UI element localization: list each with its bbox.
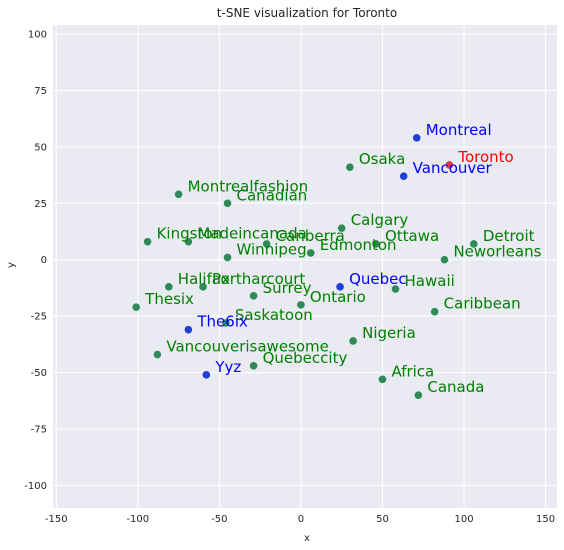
data-point xyxy=(184,325,193,334)
data-point xyxy=(378,375,387,384)
point-label: Yyz xyxy=(214,358,241,376)
data-point xyxy=(223,253,232,262)
point-label: Surrey xyxy=(263,279,312,297)
point-label: Quebec xyxy=(349,270,407,288)
data-point xyxy=(412,134,421,142)
data-point xyxy=(399,172,408,181)
data-point xyxy=(184,237,193,246)
point-label: The6ix xyxy=(196,313,248,331)
y-tick-label: 75 xyxy=(34,86,47,97)
point-label: Madeincanada xyxy=(197,225,306,243)
point-label: Halifax xyxy=(178,270,230,288)
chart-title: t-SNE visualization for Toronto xyxy=(217,6,397,20)
data-point xyxy=(372,240,380,248)
point-label: Montreal xyxy=(426,121,492,139)
data-point xyxy=(430,307,439,316)
point-label: Ottawa xyxy=(385,227,439,245)
x-axis-label: x xyxy=(304,533,310,544)
point-label: Nigeria xyxy=(362,324,416,342)
data-point xyxy=(445,161,454,169)
data-point xyxy=(262,240,271,248)
data-point xyxy=(223,199,232,208)
x-tick-label: -100 xyxy=(126,514,149,525)
data-point xyxy=(202,371,211,379)
y-tick-label: -75 xyxy=(31,425,47,436)
data-points xyxy=(132,134,478,399)
data-point xyxy=(199,283,207,291)
data-point xyxy=(174,190,183,199)
point-label: Caribbean xyxy=(444,295,521,313)
data-point xyxy=(306,249,315,257)
y-tick-label: 25 xyxy=(34,199,47,210)
data-point xyxy=(391,285,400,293)
x-tick-label: 50 xyxy=(376,514,389,525)
point-label: Detroit xyxy=(483,227,535,245)
data-point xyxy=(153,350,162,359)
point-label: Winnipeg xyxy=(237,240,307,258)
x-tick-label: 150 xyxy=(536,514,555,525)
y-tick-label: 100 xyxy=(28,30,47,41)
data-point xyxy=(337,224,346,232)
x-tick-label: -50 xyxy=(211,514,227,525)
point-label: Ontario xyxy=(310,288,366,306)
point-label: Thesix xyxy=(144,290,194,308)
point-label: Quebeccity xyxy=(263,349,348,367)
y-tick-label: -25 xyxy=(31,312,47,323)
point-label: Osaka xyxy=(359,150,405,168)
data-point xyxy=(346,163,354,171)
data-point xyxy=(132,303,140,311)
tick-labels: -150 -100 -50 0 50 100 150 100 75 50 25 0 -25 -50 -75 -… xyxy=(24,30,555,525)
point-label: Edmonton xyxy=(320,236,397,254)
point-label: Vancouverisawesome xyxy=(166,338,329,356)
x-tick-label: 0 xyxy=(298,514,304,525)
data-point xyxy=(249,362,258,370)
point-label: Calgary xyxy=(351,211,409,229)
y-tick-label: 0 xyxy=(41,255,47,266)
y-tick-label: -50 xyxy=(31,368,47,379)
point-label: Saskatoon xyxy=(235,306,313,324)
point-label: Africa xyxy=(391,362,434,380)
data-point xyxy=(349,337,357,345)
point-label: Canberra xyxy=(276,227,345,245)
y-tick-label: -100 xyxy=(24,481,47,492)
data-point xyxy=(165,283,173,291)
y-tick-label: 50 xyxy=(34,142,47,153)
plot-area xyxy=(53,25,557,508)
data-point xyxy=(249,292,258,300)
data-point xyxy=(414,391,423,399)
y-axis-label: y xyxy=(6,262,17,268)
data-point xyxy=(222,319,230,327)
point-label: Kingston xyxy=(157,225,222,243)
point-label: Canadian xyxy=(237,186,308,204)
point-label: Hawaii xyxy=(405,272,455,290)
data-point xyxy=(470,240,478,248)
point-label: Montrealfashion xyxy=(188,177,309,195)
point-label: Toronto xyxy=(457,148,513,166)
point-label: Portharcourt xyxy=(212,270,305,288)
data-point xyxy=(143,237,152,246)
point-label: Vancouver xyxy=(413,159,493,177)
data-point xyxy=(440,255,449,264)
data-point xyxy=(336,283,344,291)
x-tick-label: 100 xyxy=(454,514,473,525)
x-tick-label: -150 xyxy=(45,514,68,525)
point-label: Canada xyxy=(427,378,484,396)
data-point xyxy=(297,301,305,309)
grid xyxy=(53,25,557,508)
point-label: Neworleans xyxy=(453,243,541,261)
